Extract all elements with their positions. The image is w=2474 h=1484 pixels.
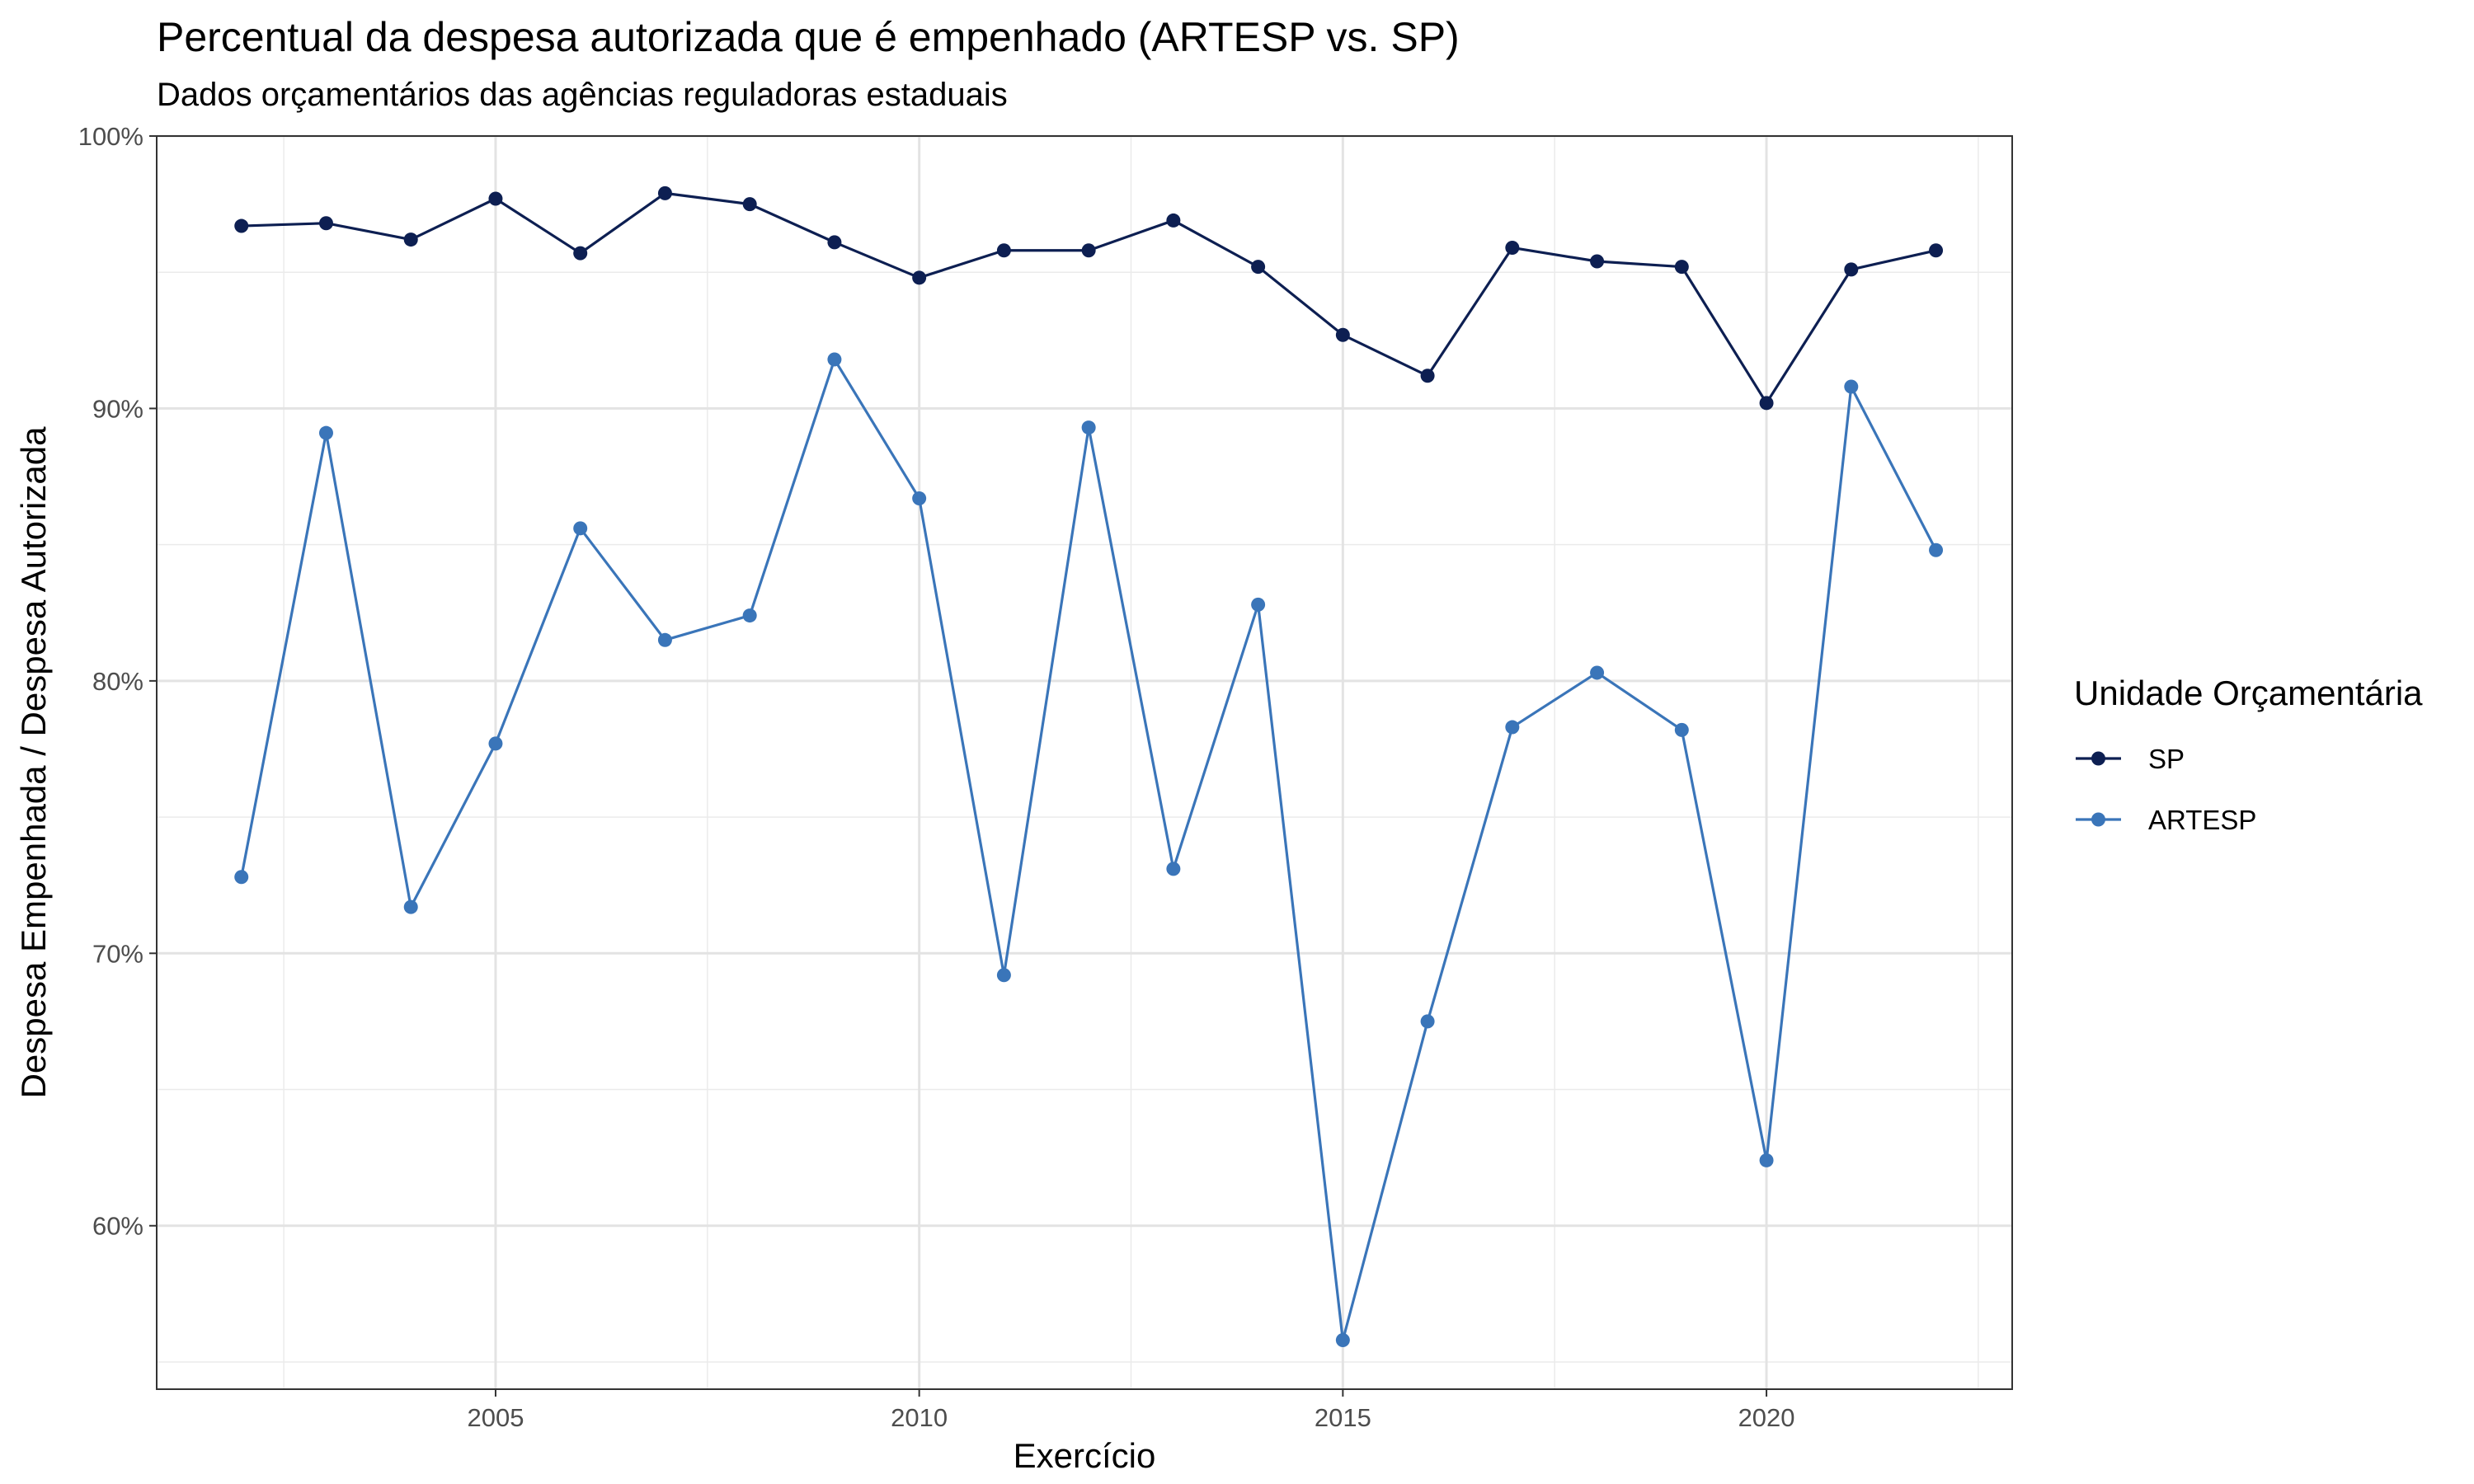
chart-subtitle: Dados orçamentários das agências regulad… [157, 77, 1008, 113]
data-point-artesp [1674, 722, 1689, 737]
data-point-artesp [318, 425, 333, 440]
legend-label: SP [2148, 744, 2185, 774]
data-point-sp [1335, 327, 1350, 342]
data-point-sp [573, 246, 588, 261]
data-point-sp [1505, 240, 1520, 255]
data-point-artesp [1759, 1153, 1774, 1167]
data-point-sp [1929, 243, 1944, 258]
legend-items: SP ARTESP [2076, 744, 2256, 835]
data-point-artesp [403, 899, 418, 914]
data-point-sp [403, 232, 418, 247]
legend: Unidade Orçamentária SP ARTESP [2074, 674, 2423, 835]
data-point-sp [996, 243, 1011, 258]
data-point-sp [912, 270, 927, 285]
legend-key-point [2091, 751, 2105, 766]
data-point-sp [1844, 262, 1859, 277]
data-point-artesp [912, 491, 927, 505]
x-tick-label: 2005 [467, 1403, 524, 1432]
legend-item-artesp: ARTESP [2076, 805, 2256, 835]
data-point-sp [827, 235, 842, 250]
y-axis: 60% 70% 80% 90% 100% [78, 122, 157, 1241]
x-tick-label: 2020 [1738, 1403, 1795, 1432]
data-point-artesp [1420, 1014, 1435, 1029]
data-point-artesp [488, 736, 503, 751]
data-point-sp [1251, 260, 1266, 275]
major-gridlines [157, 134, 2012, 1389]
x-axis: 2005 2010 2015 2020 [467, 1389, 1795, 1432]
data-point-artesp [1505, 720, 1520, 735]
y-axis-title: Despesa Empenhada / Despesa Autorizada [14, 426, 53, 1098]
data-point-artesp [827, 352, 842, 367]
x-axis-title: Exercício [1014, 1436, 1156, 1475]
data-point-artesp [1166, 862, 1181, 876]
data-point-artesp [1335, 1333, 1350, 1348]
chart-title: Percentual da despesa autorizada que é e… [157, 14, 1460, 60]
data-point-sp [742, 197, 757, 212]
data-point-artesp [657, 632, 672, 647]
x-tick-label: 2010 [891, 1403, 948, 1432]
legend-key-point [2091, 812, 2105, 827]
legend-item-sp: SP [2076, 744, 2185, 774]
data-point-artesp [996, 968, 1011, 983]
y-tick-label: 80% [92, 667, 143, 696]
data-point-artesp [1929, 542, 1944, 557]
data-point-sp [1590, 254, 1605, 269]
data-point-artesp [1081, 420, 1096, 435]
data-point-sp [234, 218, 249, 233]
y-tick-label: 100% [78, 122, 143, 151]
data-point-artesp [1844, 379, 1859, 394]
x-tick-label: 2015 [1315, 1403, 1371, 1432]
data-point-artesp [1251, 597, 1266, 612]
data-point-sp [318, 216, 333, 231]
plot-panel-border [156, 135, 2013, 1390]
data-point-sp [1166, 213, 1181, 228]
y-tick-label: 90% [92, 394, 143, 423]
data-point-sp [657, 186, 672, 200]
data-point-artesp [742, 608, 757, 623]
data-point-sp [1081, 243, 1096, 258]
y-tick-label: 60% [92, 1212, 143, 1241]
y-tick-label: 70% [92, 939, 143, 968]
data-point-sp [1759, 396, 1774, 411]
data-point-sp [1674, 260, 1689, 275]
data-point-artesp [1590, 665, 1605, 680]
data-point-artesp [234, 870, 249, 885]
data-point-sp [1420, 369, 1435, 383]
minor-gridlines [157, 136, 2012, 1389]
series-layer [234, 186, 1944, 1348]
legend-title: Unidade Orçamentária [2074, 674, 2423, 712]
legend-label: ARTESP [2148, 805, 2256, 835]
data-point-sp [488, 191, 503, 206]
data-point-artesp [573, 521, 588, 536]
